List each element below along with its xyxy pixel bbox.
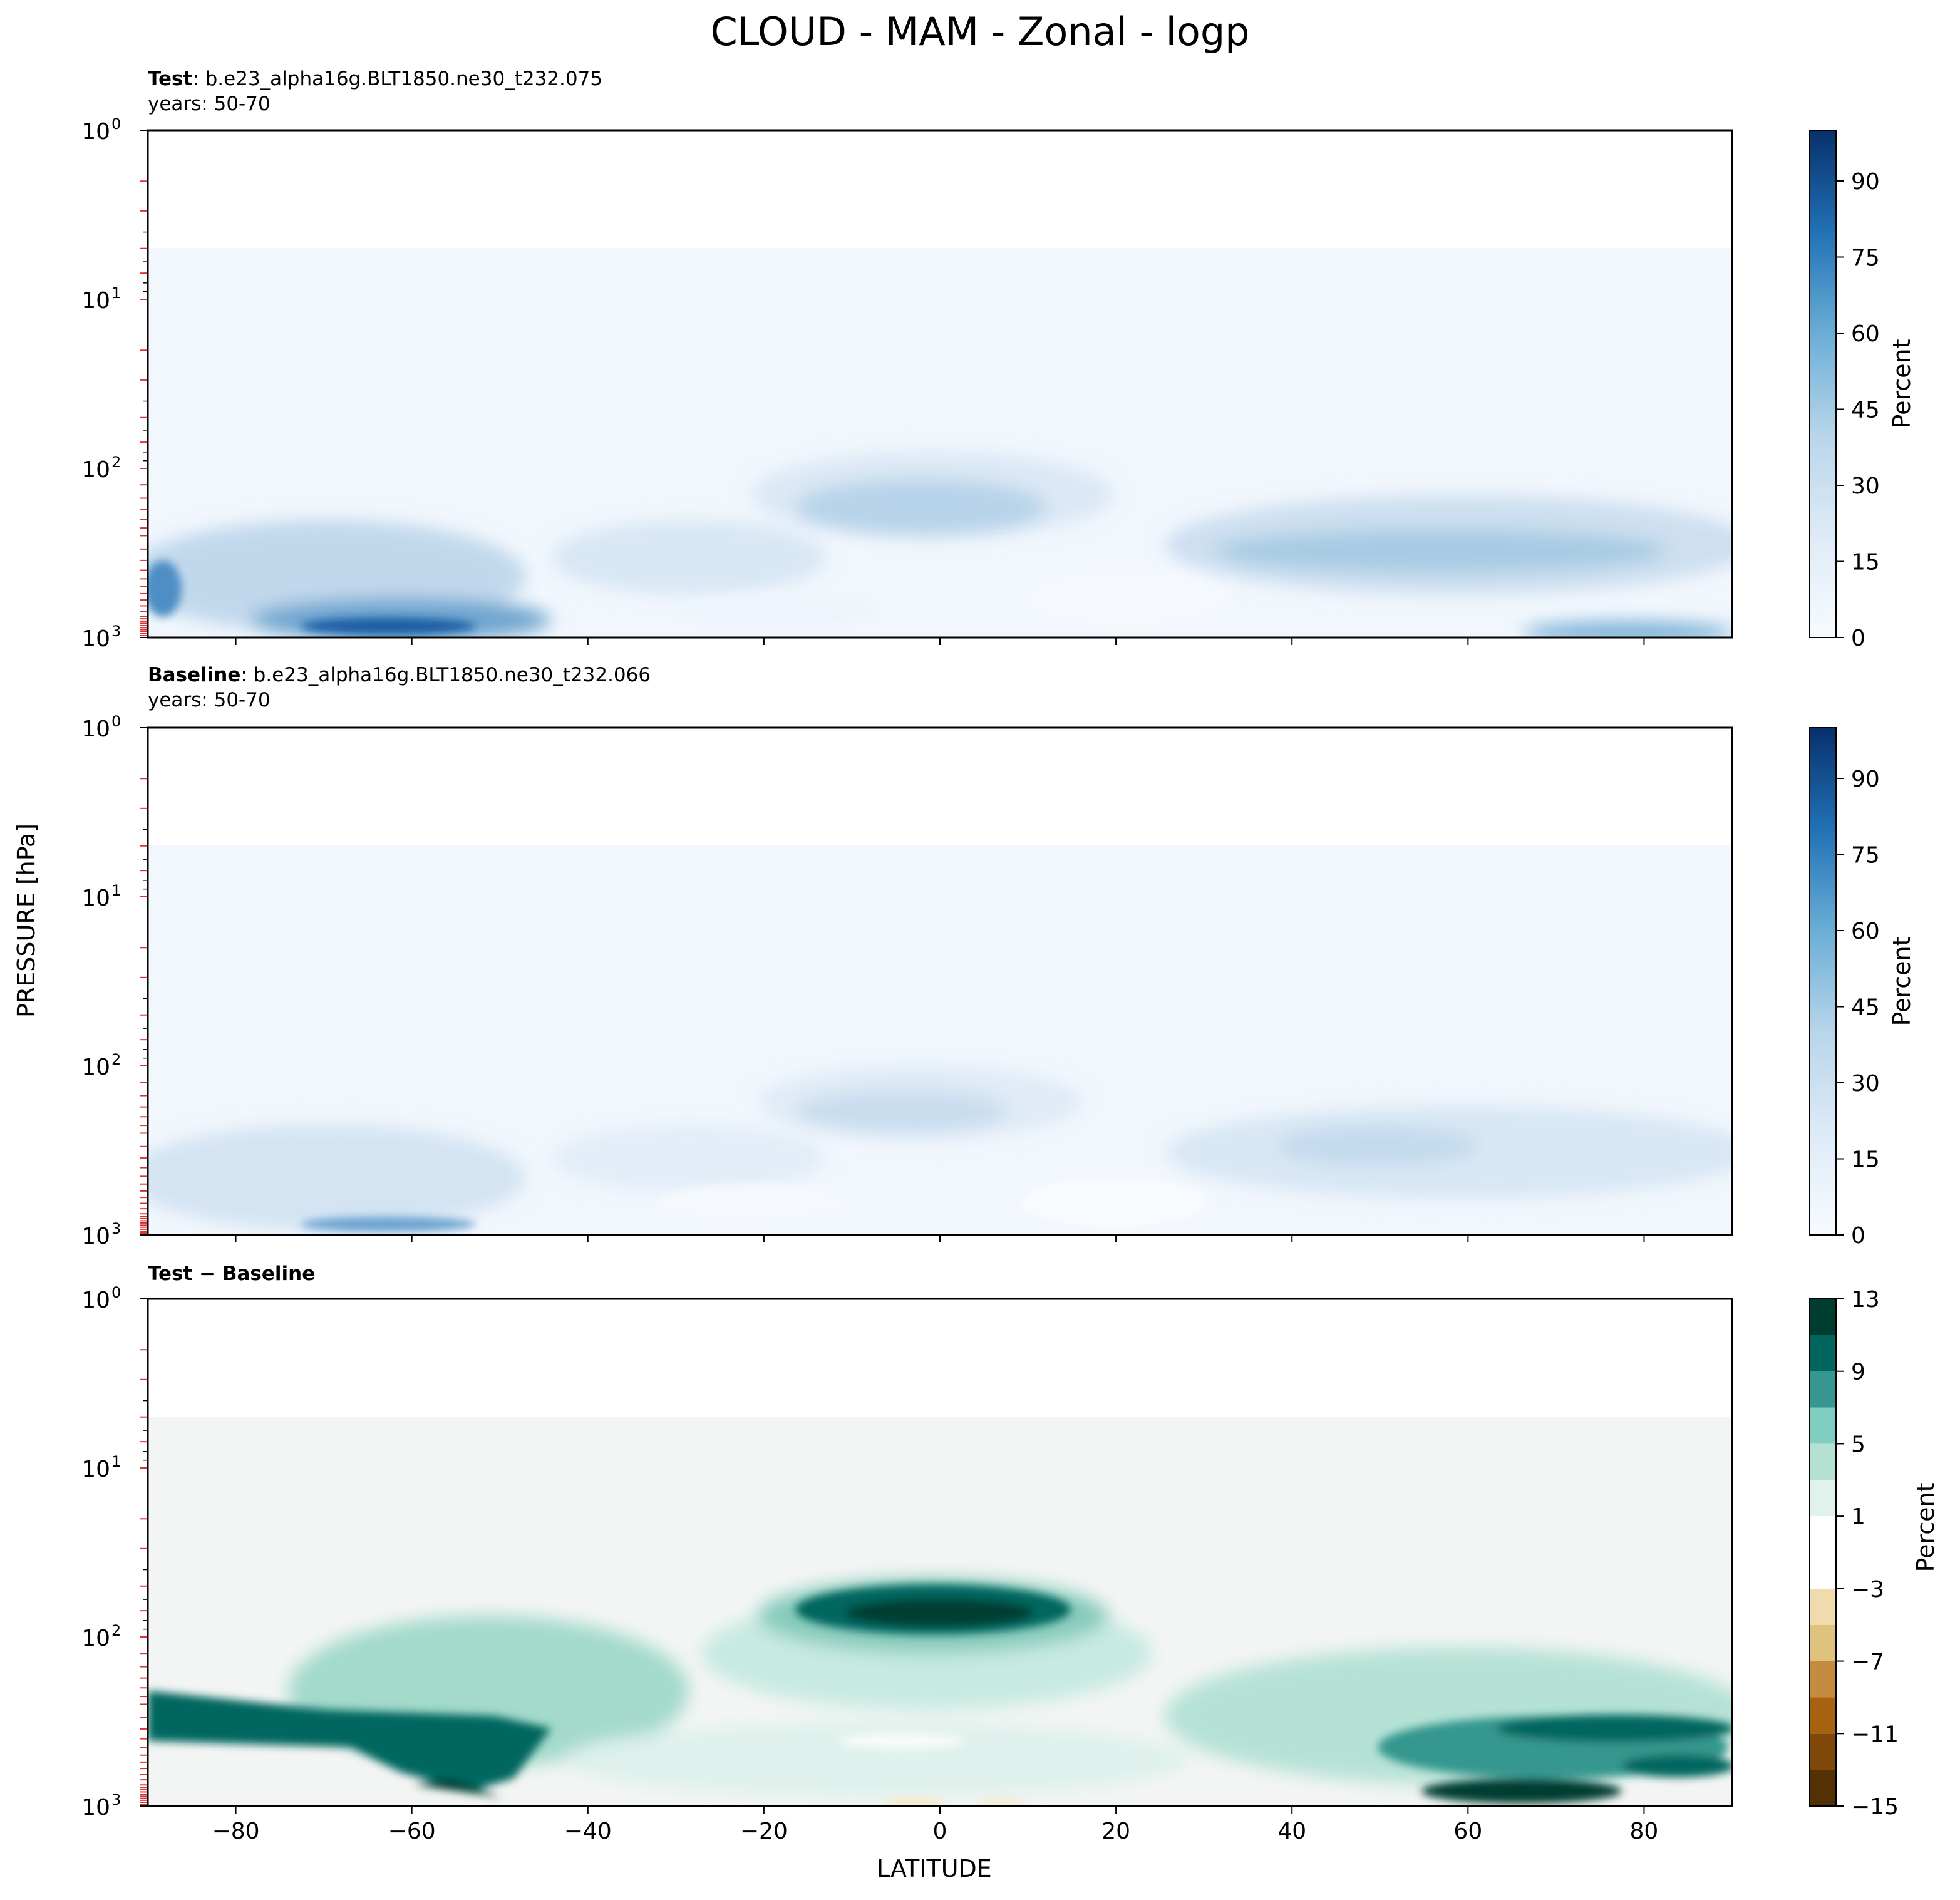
colorbar-2 [1809, 727, 1837, 1236]
panel-1-years: years: 50-70 [148, 93, 271, 115]
y-tick-exponent: 2 [111, 1622, 121, 1639]
colorbar-tick-label: 0 [1851, 626, 1865, 651]
colorbar-tick-label: 1 [1851, 1504, 1865, 1530]
colorbar-segment [1810, 1443, 1836, 1480]
y-tick-label: 10 [81, 1626, 110, 1651]
y-tick-exponent: 2 [111, 453, 121, 471]
y-tick-exponent: 0 [111, 1284, 121, 1301]
colorbar-label: Percent [1888, 937, 1916, 1026]
y-tick-exponent: 1 [111, 882, 121, 899]
colorbar-segment [1810, 1661, 1836, 1698]
x-tick-label: −80 [212, 1819, 260, 1844]
colorbar-tick-label: 45 [1851, 398, 1880, 423]
x-tick-label: 0 [933, 1819, 947, 1844]
y-tick-label: 10 [81, 119, 110, 145]
x-tick-label: −60 [388, 1819, 436, 1844]
colorbar-tick-label: 90 [1851, 767, 1880, 792]
x-tick-label: −40 [564, 1819, 612, 1844]
panel-3-label-bold: Test − Baseline [148, 1262, 316, 1285]
colorbar-label: Percent [1912, 1483, 1939, 1572]
colorbar-tick-label: 0 [1851, 1223, 1865, 1249]
colorbar-label: Percent [1888, 339, 1916, 429]
y-tick-exponent: 2 [111, 1051, 121, 1068]
x-axis-label: LATITUDE [877, 1855, 992, 1882]
colorbar-segment [1810, 1480, 1836, 1517]
colorbar-tick-label: 15 [1851, 1147, 1880, 1173]
y-tick-label: 10 [81, 885, 110, 911]
colorbar-tick-label: −7 [1851, 1650, 1884, 1675]
y-tick-label: 10 [81, 457, 110, 483]
colorbar-segment [1810, 1299, 1836, 1335]
panel-2-plot [148, 728, 1732, 1235]
x-tick-label: 80 [1630, 1819, 1659, 1844]
y-tick-label: 10 [81, 1288, 110, 1313]
colorbar-tick-label: 60 [1851, 919, 1880, 944]
y-tick-label: 10 [81, 1457, 110, 1482]
colorbar-tick-label: 9 [1851, 1360, 1865, 1385]
colorbar-tick-label: 30 [1851, 473, 1880, 499]
colorbar-segment [1810, 1335, 1836, 1371]
panel-2-years: years: 50-70 [148, 689, 271, 711]
figure-title: CLOUD - MAM - Zonal - logp [710, 9, 1250, 54]
x-tick-label: 20 [1101, 1819, 1130, 1844]
colorbar-tick-label: 13 [1851, 1287, 1880, 1313]
colorbar-tick-label: −15 [1851, 1794, 1899, 1820]
panel-2-title: Baseline: b.e23_alpha16g.BLT1850.ne30_t2… [148, 663, 651, 713]
panel-1-plot [148, 130, 1732, 638]
y-tick-label: 10 [81, 288, 110, 314]
colorbar-tick-label: 60 [1851, 321, 1880, 347]
y-tick-exponent: 3 [111, 622, 121, 640]
colorbar-tick-label: 90 [1851, 169, 1880, 195]
panel-1-title: Test: b.e23_alpha16g.BLT1850.ne30_t232.0… [148, 66, 602, 116]
colorbar-tick-label: 5 [1851, 1432, 1865, 1457]
colorbar-tick-label: −11 [1851, 1722, 1899, 1747]
x-tick-label: −20 [740, 1819, 788, 1844]
y-tick-exponent: 1 [111, 284, 121, 302]
y-tick-label: 10 [81, 1224, 110, 1249]
x-tick-label: 40 [1277, 1819, 1306, 1844]
colorbar-tick-label: 75 [1851, 843, 1880, 869]
y-tick-label: 10 [81, 716, 110, 742]
y-tick-exponent: 3 [111, 1791, 121, 1809]
colorbar-tick-label: 75 [1851, 245, 1880, 271]
colorbar-tick-label: −3 [1851, 1577, 1884, 1603]
y-tick-exponent: 3 [111, 1220, 121, 1237]
y-tick-exponent: 0 [111, 115, 121, 133]
colorbar-3 [1809, 1298, 1837, 1807]
panel-2-label-rest: : b.e23_alpha16g.BLT1850.ne30_t232.066 [240, 664, 651, 686]
colorbar-tick-label: 30 [1851, 1071, 1880, 1097]
panel-1-label-bold: Test [148, 68, 193, 90]
panel-3-title: Test − Baseline [148, 1261, 315, 1286]
colorbar-segment [1810, 1733, 1836, 1770]
colorbar-segment [1810, 1770, 1836, 1806]
y-tick-exponent: 0 [111, 713, 121, 730]
panel-2-label-bold: Baseline [148, 664, 241, 686]
y-tick-label: 10 [81, 626, 110, 652]
y-tick-label: 10 [81, 1055, 110, 1080]
colorbar-segment [1810, 1697, 1836, 1734]
panel-1-label-rest: : b.e23_alpha16g.BLT1850.ne30_t232.075 [192, 68, 603, 90]
colorbar-tick-label: 15 [1851, 550, 1880, 576]
y-tick-exponent: 1 [111, 1453, 121, 1470]
colorbar-segment [1810, 1516, 1836, 1589]
colorbar-segment [1810, 1407, 1836, 1444]
colorbar-1 [1809, 130, 1837, 638]
x-tick-label: 60 [1453, 1819, 1482, 1844]
y-tick-label: 10 [81, 1795, 110, 1820]
panel-3-plot [148, 1299, 1732, 1806]
colorbar-segment [1810, 1371, 1836, 1408]
colorbar-segment [1810, 1588, 1836, 1625]
colorbar-segment [1810, 1624, 1836, 1661]
colorbar-tick-label: 45 [1851, 995, 1880, 1021]
